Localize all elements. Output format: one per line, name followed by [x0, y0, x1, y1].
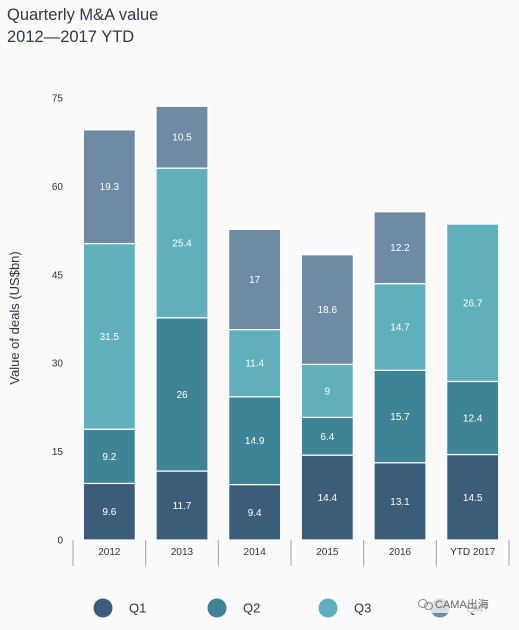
chart-title-line2: 2012—2017 YTD	[7, 28, 135, 46]
bar-segment-q1	[373, 462, 427, 541]
legend-item-q3: Q3	[318, 598, 371, 618]
y-tick-label: 45	[52, 270, 64, 281]
bar-segment-q3	[373, 283, 427, 371]
data-label: 12.2	[390, 243, 410, 254]
bar-stack: 9.4 14.9 11.4 17	[228, 228, 282, 541]
data-label: 26.7	[463, 298, 483, 309]
x-tick-label: 2013	[171, 547, 194, 558]
legend-item-q1: Q1	[93, 598, 146, 618]
bar-stack: 14.5 12.4 26.7	[446, 223, 500, 541]
y-tick-label: 75	[52, 94, 64, 105]
legend-label: Q2	[243, 601, 260, 616]
data-label: 11.4	[245, 359, 264, 370]
legend-label: Q1	[129, 601, 146, 616]
x-tick-label: 2012	[98, 547, 121, 558]
data-label: 17	[249, 275, 261, 286]
bar-segment-q3	[300, 363, 354, 419]
legend-swatch	[207, 598, 227, 618]
data-label: 14.9	[245, 436, 265, 447]
legend-swatch	[93, 598, 113, 618]
bar-segment-q2	[82, 428, 136, 485]
bar-segment-q3	[446, 223, 500, 383]
x-tick-label: 2016	[389, 547, 412, 558]
data-label: 9.2	[102, 452, 116, 463]
y-tick-label: 0	[57, 536, 63, 547]
data-label: 14.4	[318, 493, 338, 504]
data-label: 6.4	[320, 432, 334, 443]
bar-segment-q2	[228, 396, 282, 486]
bar-segment-q2	[373, 369, 427, 464]
data-label: 18.6	[318, 305, 338, 316]
bar-stack: 11.7 26 25.4 10.5	[155, 105, 209, 541]
bar-segment-q4	[155, 105, 209, 169]
data-label: 19.3	[100, 182, 120, 193]
bar-segment-q3	[82, 242, 136, 430]
data-label: 10.5	[172, 133, 192, 144]
bar-segment-q1	[228, 484, 282, 541]
data-label: 14.7	[390, 322, 410, 333]
bar-segment-q4	[82, 129, 136, 245]
y-axis-label: Value of deals (US$bn)	[7, 251, 22, 384]
y-tick-label: 60	[52, 182, 64, 193]
bar-stack: 14.4 6.4 9 18.6	[300, 254, 354, 541]
legend-swatch	[318, 598, 338, 618]
watermark-text: CAMA出海	[435, 599, 489, 611]
bar-stack: 13.1 15.7 14.7 12.2	[373, 211, 427, 541]
x-tick-label: 2015	[316, 547, 339, 558]
legend-item-q2: Q2	[207, 598, 260, 618]
bars: 9.6 9.2 31.5 19.3 11.7 26 25.4 10.5 9.4 14.9 11.4 1…	[82, 105, 500, 541]
bar-segment-q2	[300, 416, 354, 456]
x-tick-label: YTD 2017	[450, 547, 495, 558]
y-axis: 0 15 30 45 60 75	[52, 94, 64, 547]
bar-segment-q1	[300, 454, 354, 541]
legend-label: Q3	[354, 601, 371, 616]
bar-segment-q1	[82, 482, 136, 541]
data-label: 15.7	[390, 412, 410, 423]
y-tick-label: 15	[52, 447, 64, 458]
data-label: 26	[176, 390, 188, 401]
bar-segment-q1	[446, 453, 500, 541]
data-label: 31.5	[100, 332, 120, 343]
data-label: 13.1	[390, 497, 410, 508]
data-label: 14.5	[463, 493, 483, 504]
bar-stack: 9.6 9.2 31.5 19.3	[82, 129, 136, 541]
chart-title: Quarterly M&A value 2012—2017 YTD	[7, 4, 158, 48]
x-axis: 2012 2013 2014 2015 2016 YTD 2017	[72, 540, 510, 566]
data-label: 9.6	[102, 507, 116, 518]
bar-segment-q4	[373, 211, 427, 285]
data-label: 11.7	[173, 501, 192, 512]
bar-segment-q3	[155, 167, 209, 319]
watermark: CAMA出海	[416, 595, 491, 613]
chart-title-line1: Quarterly M&A value	[7, 6, 159, 24]
data-label: 25.4	[172, 238, 192, 249]
x-tick-label: 2014	[244, 547, 267, 558]
wechat-icon	[418, 598, 433, 610]
y-tick-label: 30	[52, 359, 64, 370]
data-label: 9.4	[248, 508, 262, 519]
data-label: 9	[325, 386, 331, 397]
bar-segment-q4	[300, 254, 354, 365]
bar-segment-q4	[228, 228, 282, 331]
data-label: 12.4	[463, 414, 483, 425]
